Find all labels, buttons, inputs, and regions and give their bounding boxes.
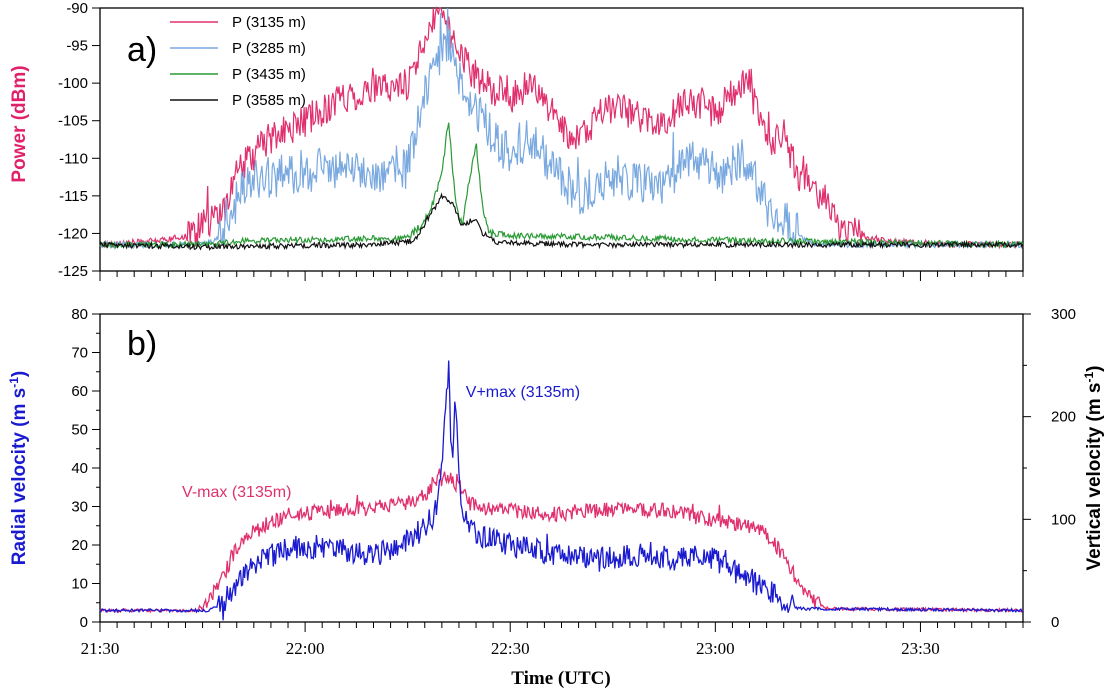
- panel-b-y2-tick-label: 200: [1051, 409, 1076, 426]
- panel-b-y2-axis-title: Vertical velocity (m s-1): [1082, 366, 1105, 571]
- x-axis-title: Time (UTC): [511, 668, 610, 689]
- panel-b-y-axis-title-superscript: -1: [7, 377, 21, 388]
- panel-a-x-ticks: [99, 271, 1024, 281]
- panel-a-y-tick-label: -110: [59, 150, 88, 167]
- x-tick-label: 23:30: [901, 639, 940, 658]
- x-tick-label: 21:30: [81, 639, 120, 658]
- panel-b-y-tick-label: 40: [71, 460, 88, 477]
- panel-a-power: -125 -120 -115 -110 -105 -100 -95 -90 a) P (313…: [9, 0, 1024, 281]
- panel-b-y-tick-label: 50: [71, 422, 88, 439]
- panel-b-y2-axis-title-close: ): [1084, 366, 1105, 372]
- panel-b-y-ticks: 0 10 20 30 40 50 60 70 80: [71, 306, 100, 631]
- panel-b-y2-axis-title-superscript: -1: [1082, 372, 1096, 383]
- x-tick-label: 22:00: [286, 639, 325, 658]
- panel-a-y-tick-label: -100: [58, 75, 88, 92]
- panel-b-y-tick-label: 10: [71, 576, 88, 593]
- panel-a-y-tick-label: -125: [58, 263, 88, 280]
- panel-b-y-axis-title-close: ): [9, 371, 30, 377]
- annotation-v-minus-max: V-max (3135m): [182, 484, 291, 501]
- x-tick-label: 22:30: [491, 639, 530, 658]
- panel-a-y-tick-label: -105: [58, 113, 88, 130]
- panel-b-y-tick-label: 0: [80, 614, 88, 631]
- panel-a-y-tick-label: -120: [58, 225, 88, 242]
- panel-a-y-axis-title: Power (dBm): [9, 65, 30, 182]
- panel-b-plot-frame: [99, 313, 1024, 623]
- panel-b-x-ticks: 21:30 22:00 22:30 23:00 23:30: [81, 622, 1024, 658]
- annotation-v-plus-max: V+max (3135m): [466, 384, 580, 401]
- panel-b-y2-tick-label: 0: [1051, 614, 1059, 631]
- panel-b-y-axis-title-main: Radial velocity (m s: [9, 388, 30, 565]
- panel-b-y2-tick-label: 100: [1051, 511, 1076, 528]
- panel-a-y-tick-label: -90: [66, 0, 88, 17]
- power-series-line-1: [99, 5, 1024, 250]
- panel-a-y-ticks: -125 -120 -115 -110 -105 -100 -95 -90: [58, 0, 100, 280]
- panel-a-label: a): [127, 31, 157, 69]
- panel-a-series-lines: [99, 5, 1024, 251]
- legend-label: P (3585 m): [232, 92, 306, 109]
- panel-b-y2-axis-title-main: Vertical velocity (m s: [1084, 383, 1105, 571]
- panel-b-y2-tick-label: 300: [1051, 306, 1076, 323]
- panel-b-y-tick-label: 80: [71, 306, 88, 323]
- power-series-line-4: [99, 192, 1024, 251]
- x-tick-label: 23:00: [696, 639, 735, 658]
- panel-b-y2-ticks: 0 100 200 300: [1023, 306, 1076, 631]
- legend-label: P (3285 m): [232, 40, 306, 57]
- panel-b-series-lines: [99, 360, 1024, 621]
- panel-a-legend: P (3135 m) P (3285 m) P (3435 m) P (3585 m): [170, 14, 306, 109]
- panel-b-y-tick-label: 30: [71, 499, 88, 516]
- panel-b-y-tick-label: 20: [71, 537, 88, 554]
- panel-a-y-tick-label: -115: [59, 188, 88, 205]
- panel-b-y-tick-label: 60: [71, 383, 88, 400]
- panel-b-label: b): [127, 325, 157, 363]
- panel-b-y-tick-label: 70: [71, 345, 88, 362]
- legend-label: P (3135 m): [232, 14, 306, 31]
- legend-label: P (3435 m): [232, 66, 306, 83]
- panel-b-y-axis-title: Radial velocity (m s-1): [7, 371, 30, 565]
- panel-a-y-tick-label: -95: [66, 38, 88, 55]
- v-plus-max-line: [99, 360, 1024, 621]
